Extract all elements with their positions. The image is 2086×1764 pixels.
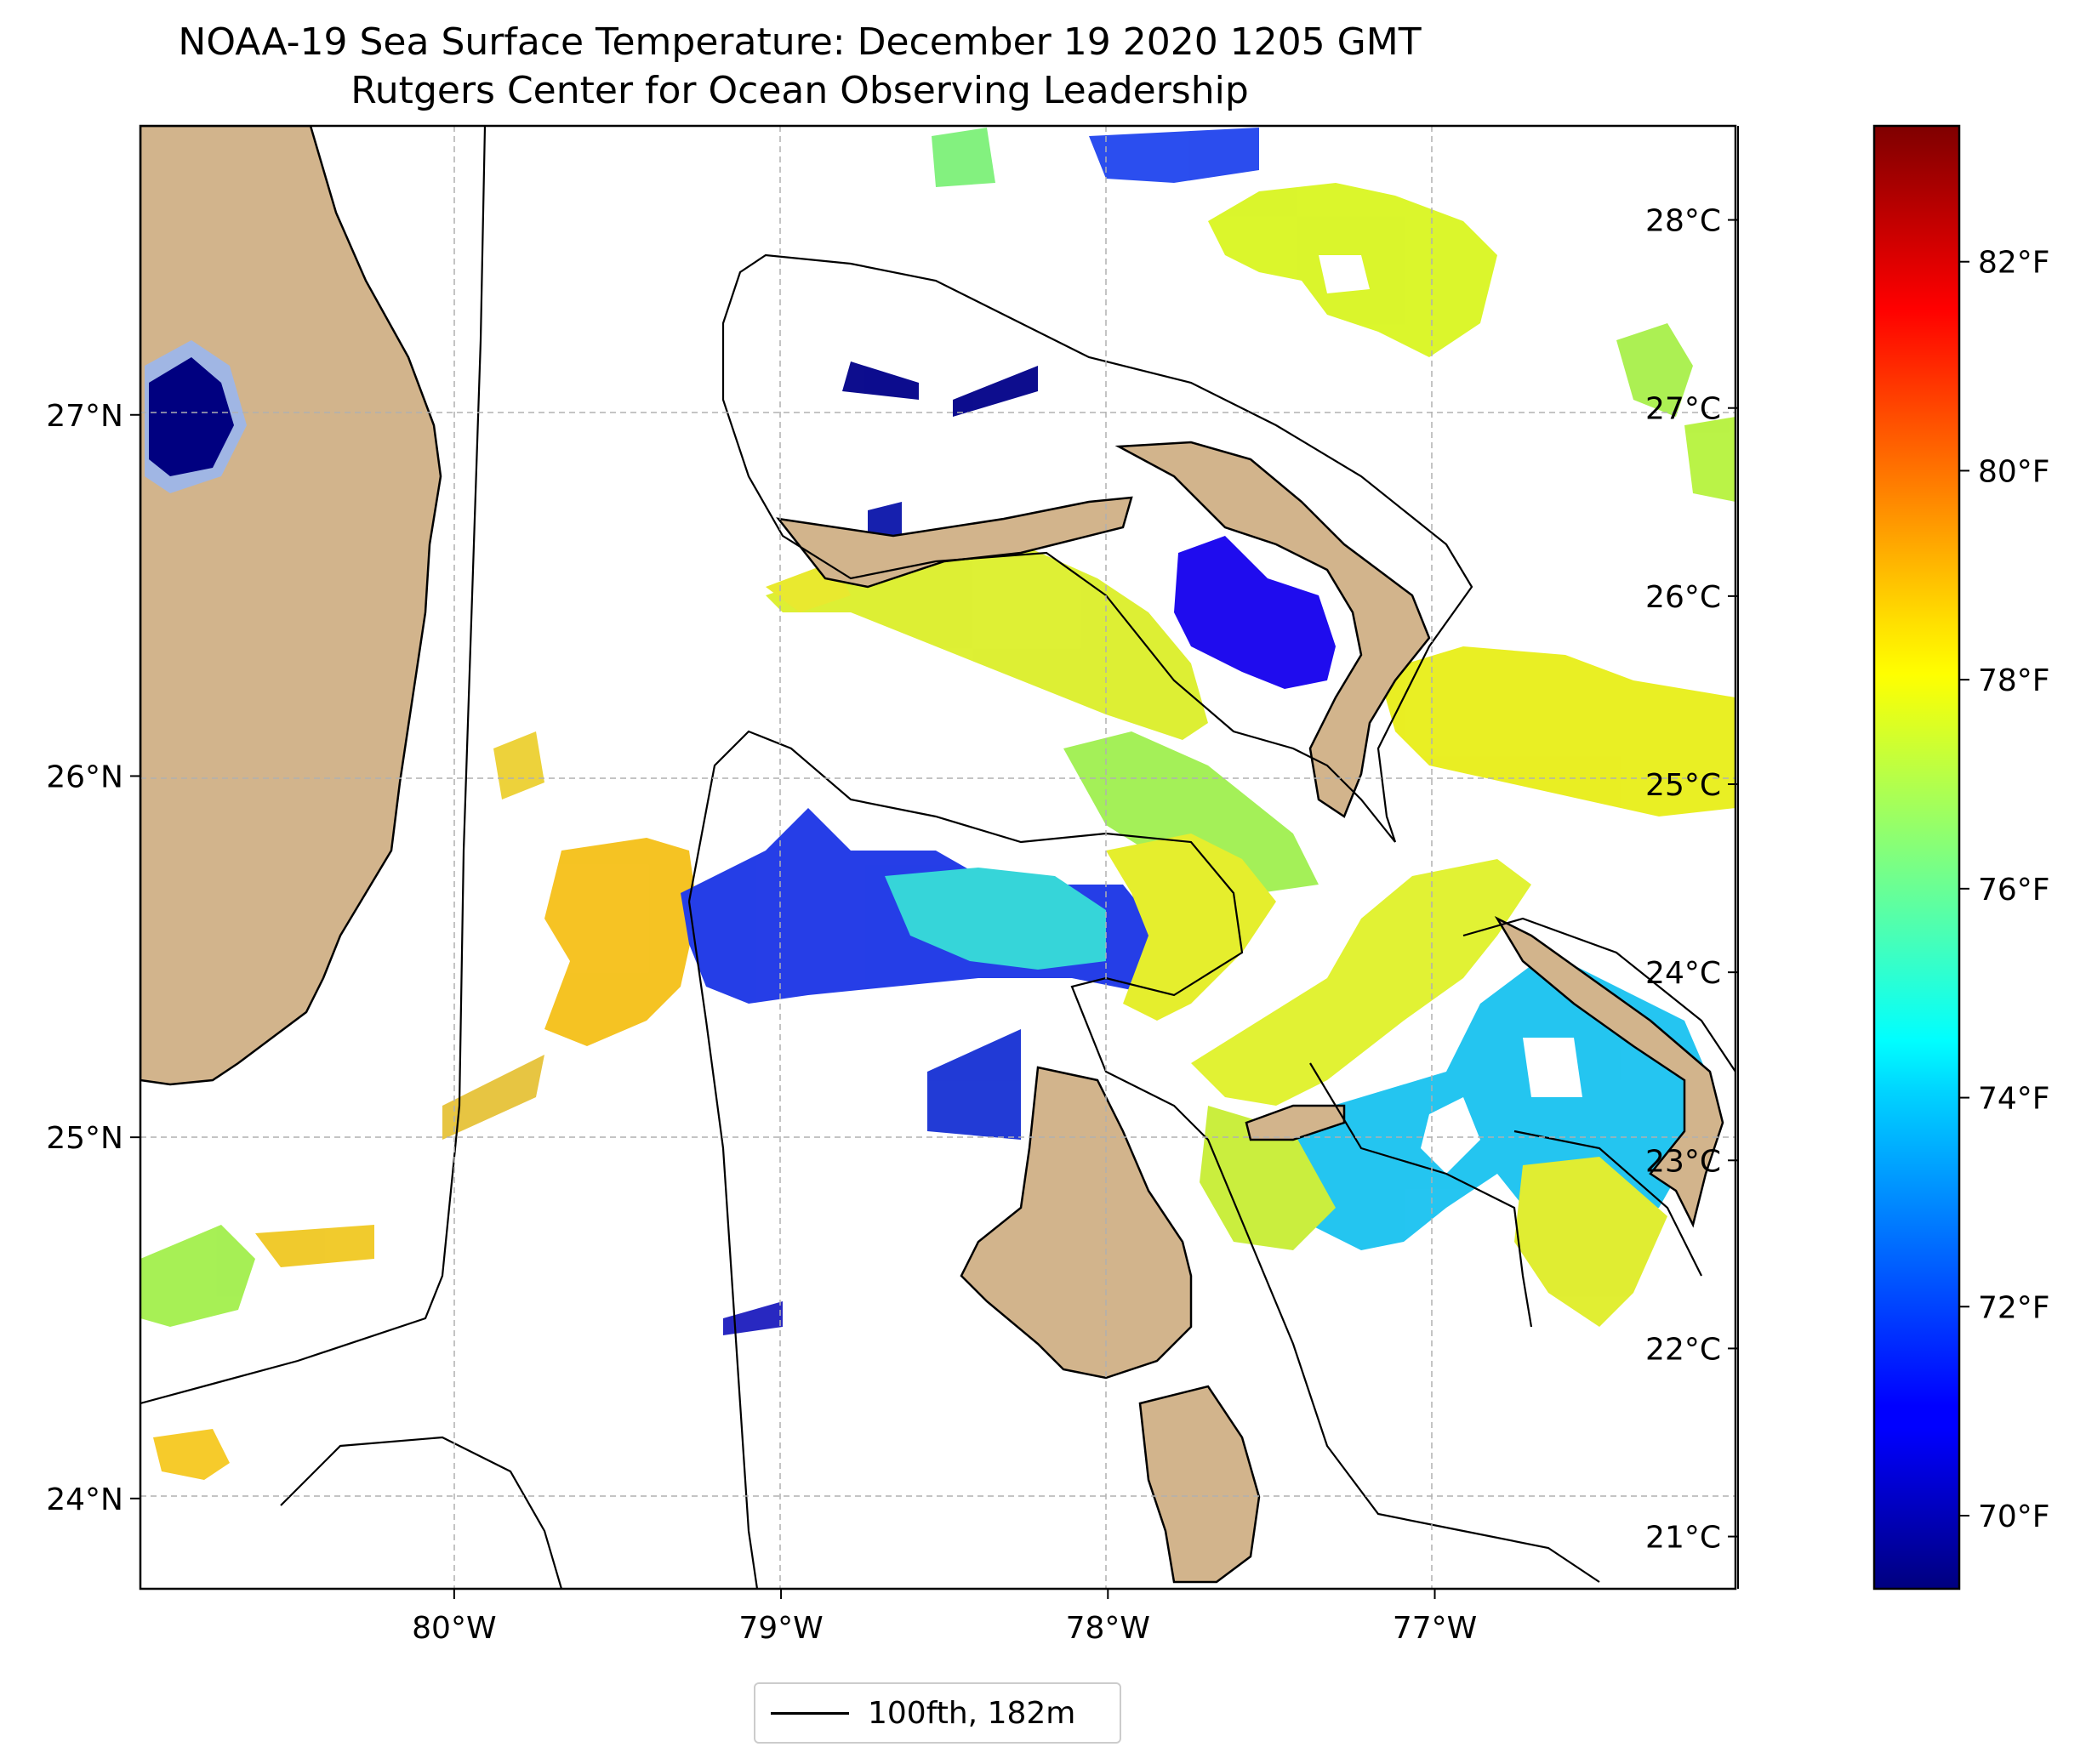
sst-patches bbox=[140, 128, 1735, 1480]
sst-patch bbox=[1063, 731, 1319, 893]
colorbar-f-label: 76°F bbox=[1978, 873, 2050, 908]
colorbar-f-label: 78°F bbox=[1978, 663, 2050, 698]
lat-tick-label: 24°N bbox=[46, 1482, 123, 1517]
isobath-100fth bbox=[140, 126, 1735, 1589]
sst-patch bbox=[1200, 1106, 1336, 1250]
lon-tick-label: 77°W bbox=[1393, 1611, 1477, 1646]
sst-patch bbox=[1616, 323, 1693, 417]
map-content bbox=[140, 126, 1735, 1589]
sst-patch bbox=[1684, 417, 1735, 502]
lon-tick-label: 79°W bbox=[738, 1611, 823, 1646]
sst-patch bbox=[1421, 1097, 1480, 1174]
colorbar-c-label: 27°C bbox=[1645, 392, 1721, 427]
map-title: NOAA-19 Sea Surface Temperature: Decembe… bbox=[178, 20, 1422, 64]
isobath-line bbox=[140, 126, 487, 1405]
sst-patch bbox=[766, 544, 1208, 740]
colorbar-c-label: 24°C bbox=[1645, 956, 1721, 991]
legend-label: 100fth, 182m bbox=[868, 1695, 1076, 1731]
colorbar-ticks: 82°F 80°F 78°F 76°F 74°F 72°F 70°F 28°C 27°C 26°C… bbox=[1645, 126, 2050, 1589]
sst-patch bbox=[723, 1301, 783, 1335]
colorbar-c-label: 25°C bbox=[1645, 768, 1721, 803]
colorbar-f-label: 74°F bbox=[1978, 1082, 2050, 1117]
sst-patch bbox=[1514, 1157, 1667, 1327]
isobath-line bbox=[687, 901, 759, 1589]
colorbar-c-label: 22°C bbox=[1645, 1332, 1721, 1367]
land bbox=[140, 126, 1724, 1584]
isobath-line bbox=[721, 253, 1473, 843]
colorbar-f-label: 70°F bbox=[1978, 1499, 2050, 1534]
sst-patch bbox=[1089, 128, 1259, 183]
colorbar-f-label: 72°F bbox=[1978, 1290, 2050, 1325]
sst-patch bbox=[153, 1429, 230, 1480]
map-frame bbox=[139, 124, 1737, 1590]
sst-patch bbox=[953, 366, 1038, 417]
graticule bbox=[140, 126, 1735, 1589]
sst-patch bbox=[1106, 834, 1276, 1021]
sst-patch bbox=[1174, 536, 1336, 689]
legend-line-swatch bbox=[771, 1711, 849, 1715]
isobath-line bbox=[687, 730, 1600, 1583]
sst-patch bbox=[885, 868, 1106, 970]
isobath-line bbox=[1462, 917, 1735, 1073]
sst-patch bbox=[932, 128, 995, 187]
grand-bahama-island bbox=[776, 496, 1133, 589]
sst-patch bbox=[544, 838, 698, 1046]
colorbar-c-label: 28°C bbox=[1645, 204, 1721, 239]
sst-patch bbox=[255, 1225, 374, 1267]
colorbar-c-label: 23°C bbox=[1645, 1144, 1721, 1179]
sst-patch bbox=[1319, 255, 1370, 293]
sst-patch bbox=[927, 1029, 1021, 1140]
sst-patch bbox=[842, 361, 919, 400]
lat-tick-label: 26°N bbox=[46, 760, 123, 794]
map-legend: 100fth, 182m bbox=[754, 1682, 1121, 1744]
map-subtitle: Rutgers Center for Ocean Observing Leade… bbox=[351, 69, 1249, 112]
isobath-line bbox=[1309, 1062, 1533, 1328]
sst-patch bbox=[140, 1225, 255, 1327]
lat-tick-label: 25°N bbox=[46, 1121, 123, 1156]
sst-patch bbox=[442, 1055, 544, 1140]
lon-tick-label: 80°W bbox=[412, 1611, 496, 1646]
sst-patch bbox=[1378, 646, 1735, 817]
abaco-island bbox=[1114, 441, 1431, 818]
colorbar-c-label: 26°C bbox=[1645, 580, 1721, 615]
colorbar-c-label: 21°C bbox=[1645, 1521, 1721, 1556]
sst-patch bbox=[1191, 859, 1531, 1106]
lat-tick-label: 27°N bbox=[46, 399, 123, 434]
lon-tick-label: 78°W bbox=[1066, 1611, 1150, 1646]
isobath-line bbox=[280, 1436, 563, 1589]
sst-patch bbox=[149, 357, 234, 476]
sst-patch bbox=[1523, 1038, 1582, 1097]
colorbar bbox=[1872, 124, 1961, 1590]
isobath-line bbox=[1513, 1130, 1702, 1277]
map-axis-ticks: 80°W 79°W 78°W 77°W 24°N 25°N 26°N 27°N bbox=[46, 399, 1477, 1646]
sst-patch bbox=[493, 731, 544, 799]
new-providence-island bbox=[1245, 1104, 1346, 1141]
colorbar-f-label: 80°F bbox=[1978, 454, 2050, 489]
eleuthera-island bbox=[1494, 915, 1724, 1228]
andros-island bbox=[960, 1066, 1193, 1380]
colorbar-f-label: 82°F bbox=[1978, 246, 2050, 281]
andros-south-island bbox=[1138, 1385, 1261, 1584]
